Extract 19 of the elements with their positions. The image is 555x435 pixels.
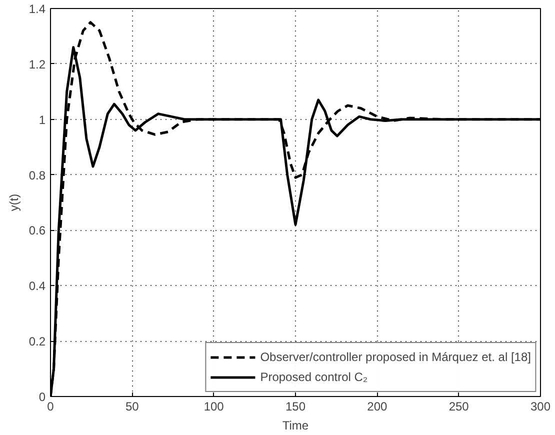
x-tick-label: 300	[530, 400, 551, 414]
x-tick-label: 250	[448, 400, 470, 414]
x-tick-label: 100	[204, 400, 224, 414]
y-tick-label: 0	[38, 390, 46, 404]
x-tick-label: 200	[367, 400, 388, 414]
legend-label: Observer/controller proposed in Márquez et. al [18]	[260, 350, 531, 364]
x-axis-title: Time	[282, 418, 309, 432]
y-tick-label: 1	[38, 112, 46, 127]
x-tick-label: 0	[47, 400, 54, 414]
y-tick-label: 0.8	[28, 168, 46, 182]
y-tick-label: 0.2	[28, 334, 46, 349]
y-tick-label: 0.4	[28, 279, 46, 294]
legend-label: Proposed control C₂	[260, 370, 368, 384]
y-tick-label: 0.6	[28, 224, 46, 238]
x-tick-label: 50	[125, 400, 140, 414]
y-tick-label: 1.4	[28, 2, 46, 16]
x-tick-label: 150	[285, 400, 306, 414]
y-tick-label: 1.2	[28, 57, 46, 72]
y-axis-title: y(t)	[6, 194, 21, 212]
